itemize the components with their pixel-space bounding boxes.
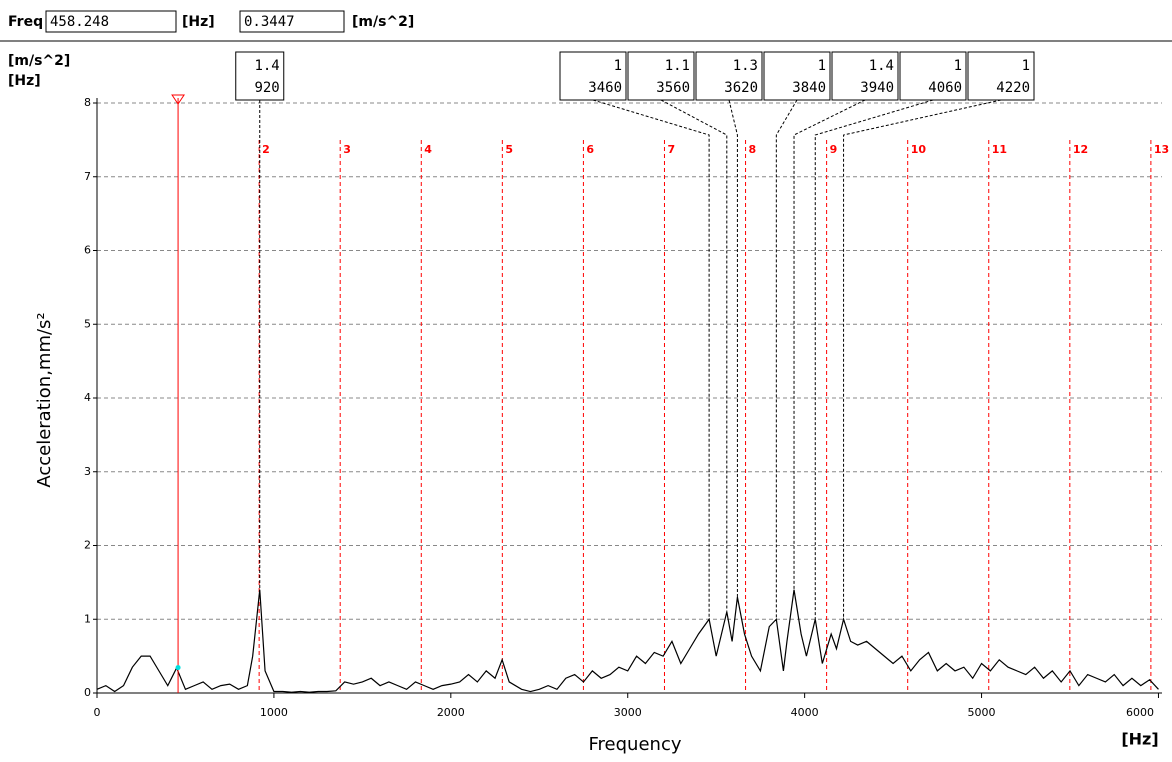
freq-box xyxy=(45,10,177,33)
peak-amplitude: 1.4 xyxy=(869,58,894,74)
peak-leader xyxy=(775,99,798,620)
harmonic-label: 13 xyxy=(1154,143,1169,156)
peak-box xyxy=(695,51,763,101)
x-tick-label: 2000 xyxy=(437,706,465,719)
peak-frequency: 3840 xyxy=(792,80,826,96)
peak-amplitude: 1 xyxy=(818,58,826,74)
peak-frequency: 3560 xyxy=(656,80,690,96)
x-tick-label: 0 xyxy=(94,706,101,719)
harmonic-label: 5 xyxy=(505,143,513,156)
peak-frequency: 3940 xyxy=(860,80,894,96)
y-tick-label: 5 xyxy=(84,317,91,330)
freq-unit: [Hz] xyxy=(182,14,215,30)
harmonic-label: 4 xyxy=(424,143,432,156)
peak-amplitude: 1.1 xyxy=(665,58,690,74)
peak-box xyxy=(899,51,967,101)
peak-frequency: 4220 xyxy=(996,80,1030,96)
value-unit: [m/s^2] xyxy=(352,14,414,30)
peak-amplitude: 1 xyxy=(1022,58,1030,74)
peak-leader xyxy=(843,99,1002,620)
peak-amplitude: 1.4 xyxy=(254,58,279,74)
harmonic-label: 12 xyxy=(1073,143,1088,156)
peak-box xyxy=(763,51,831,101)
peak-box xyxy=(235,51,285,101)
harmonic-label: 8 xyxy=(749,143,757,156)
x-tick-label: 4000 xyxy=(791,706,819,719)
y-tick-label: 4 xyxy=(84,391,91,404)
peak-amplitude: 1 xyxy=(954,58,962,74)
peak-frequency: 920 xyxy=(254,80,279,96)
peak-box xyxy=(559,51,627,101)
harmonic-label: 6 xyxy=(586,143,594,156)
harmonic-label: 2 xyxy=(262,143,270,156)
freq-label: Freq xyxy=(8,14,43,30)
harmonic-label: 7 xyxy=(667,143,675,156)
y-unit: [m/s^2] xyxy=(8,53,70,69)
peak-box xyxy=(967,51,1035,101)
x-tick-label: 1000 xyxy=(260,706,288,719)
peak-leader xyxy=(728,99,738,598)
harmonic-label: 3 xyxy=(343,143,351,156)
y-axis-label: Acceleration,mm/s² xyxy=(34,312,55,487)
peak-leader xyxy=(592,99,710,620)
peak-leader xyxy=(814,99,934,620)
y-tick-label: 8 xyxy=(84,96,91,109)
x-unit: [Hz] xyxy=(8,73,41,89)
y-tick-label: 7 xyxy=(84,170,91,183)
peak-box xyxy=(831,51,899,101)
harmonic-label: 11 xyxy=(992,143,1007,156)
x-axis-label: Frequency xyxy=(589,734,682,755)
cursor-point xyxy=(175,665,181,671)
y-tick-label: 2 xyxy=(84,539,91,552)
value-value: 0.3447 xyxy=(244,14,295,30)
peak-leader xyxy=(660,99,728,612)
peak-frequency: 4060 xyxy=(928,80,962,96)
peak-amplitude: 1 xyxy=(614,58,622,74)
peak-box xyxy=(627,51,695,101)
harmonic-label: 9 xyxy=(830,143,838,156)
x-unit-bottom: [Hz] xyxy=(1121,730,1158,749)
value-box xyxy=(239,10,345,33)
y-tick-label: 3 xyxy=(84,465,91,478)
harmonic-label: 10 xyxy=(911,143,927,156)
y-tick-label: 0 xyxy=(84,686,91,699)
cursor-marker xyxy=(171,94,186,105)
x-tick-label: 6000 xyxy=(1126,706,1154,719)
freq-value: 458.248 xyxy=(50,14,109,30)
y-tick-label: 1 xyxy=(84,612,91,625)
peak-frequency: 3460 xyxy=(588,80,622,96)
peak-amplitude: 1.3 xyxy=(733,58,758,74)
x-tick-label: 3000 xyxy=(614,706,642,719)
y-tick-label: 6 xyxy=(84,244,91,257)
spectrum-line xyxy=(96,589,1159,693)
x-tick-label: 5000 xyxy=(968,706,996,719)
peak-frequency: 3620 xyxy=(724,80,758,96)
peak-leader xyxy=(793,99,866,590)
